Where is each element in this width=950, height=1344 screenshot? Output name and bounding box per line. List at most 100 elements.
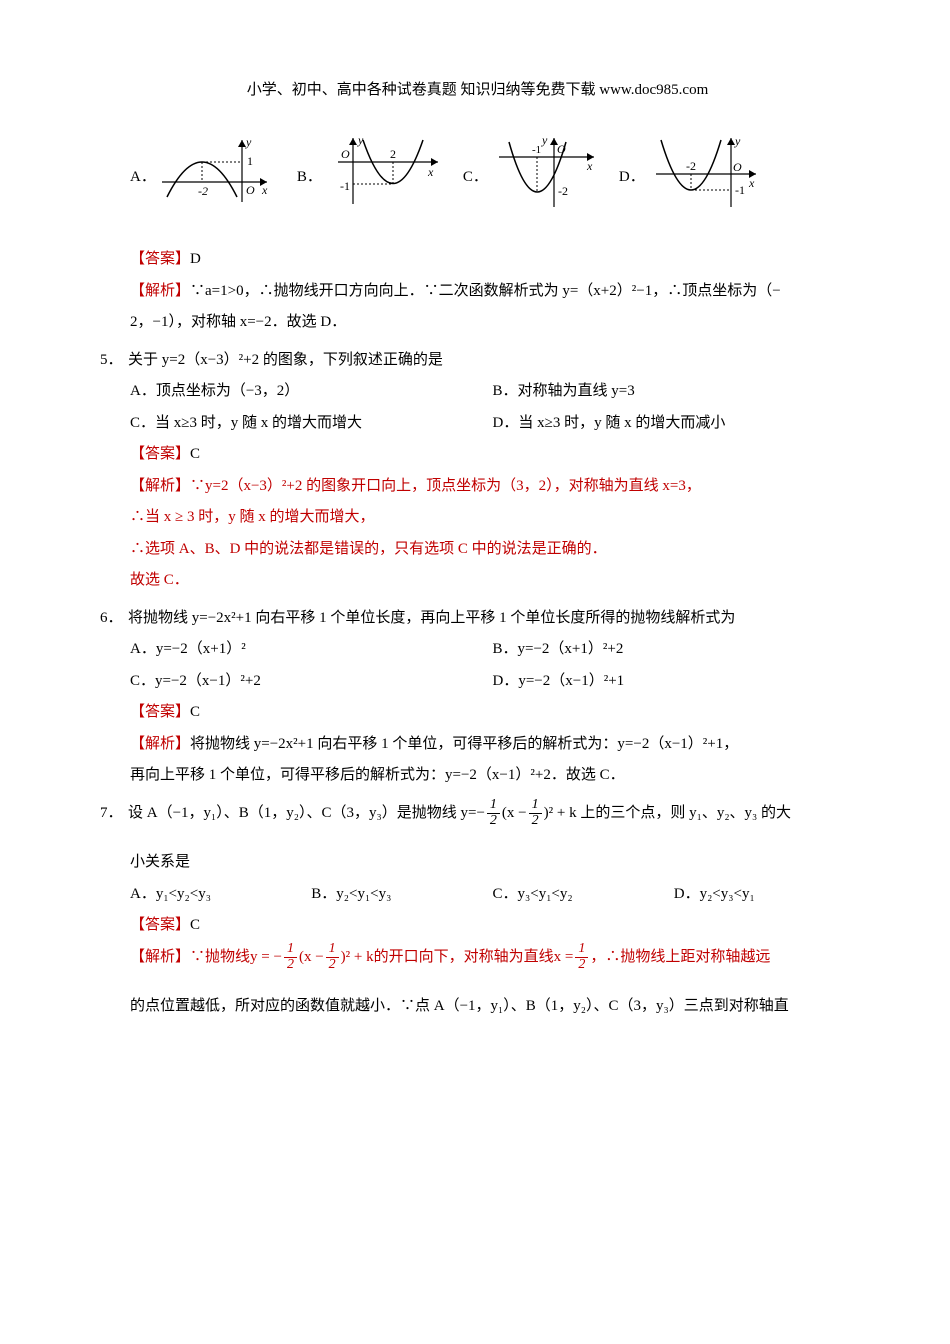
analysis-label: 【解析】 <box>130 478 190 494</box>
option-c: C． -1 -2 O x y <box>463 132 599 225</box>
svg-text:y: y <box>541 133 548 147</box>
svg-text:-1: -1 <box>532 144 541 156</box>
question-7: 7． 设 A（−1，y₁）、B（1，y₂）、C（3，y₃）是抛物线 y=−12(… <box>100 798 855 1023</box>
q6-analysis-1: 【解析】将抛物线 y=−2x²+1 向右平移 1 个单位，可得平移后的解析式为：… <box>100 729 855 761</box>
q5-opt-c: C．当 x≥3 时，y 随 x 的增大而增大 <box>130 408 493 440</box>
q5-ana1: ∵y=2（x−3）²+2 的图象开口向上，顶点坐标为（3，2），对称轴为直线 x… <box>190 478 701 494</box>
option-a: A． -2 1 O x y <box>130 132 277 225</box>
q5-ana4: 故选 C． <box>100 565 855 597</box>
svg-text:y: y <box>357 133 364 147</box>
q7-opt-a: A．y₁<y₂<y₃ <box>130 879 311 911</box>
q7-opt-d: D．y₂<y₃<y₁ <box>674 879 855 911</box>
q7-post: 上的三个点，则 y₁、y₂、y₃ 的大 <box>577 805 791 821</box>
q7-answer: 【答案】C <box>100 910 855 942</box>
q6-opt-c: C．y=−2（x−1）²+2 <box>130 666 493 698</box>
q6-ana1: 将抛物线 y=−2x²+1 向右平移 1 个单位，可得平移后的解析式为：y=−2… <box>190 736 738 752</box>
q7-x-eq: x = <box>554 942 574 974</box>
svg-text:O: O <box>733 160 742 174</box>
q7-ana-mid2: )² + k <box>341 942 374 974</box>
q6-opt-d: D．y=−2（x−1）²+1 <box>493 666 856 698</box>
page-header: 小学、初中、高中各种试卷真题 知识归纳等免费下载 www.doc985.com <box>100 75 855 107</box>
q5-analysis-1: 【解析】∵y=2（x−3）²+2 的图象开口向上，顶点坐标为（3，2），对称轴为… <box>100 471 855 503</box>
svg-text:1: 1 <box>247 154 253 168</box>
q4-graph-options: A． -2 1 O x y B． <box>100 132 855 225</box>
q6-opt-a: A．y=−2（x+1）² <box>130 634 493 666</box>
q7-num: 7． <box>100 798 128 830</box>
q7-opt-c: C．y₃<y₁<y₂ <box>493 879 674 911</box>
q6-opt-b: B．y=−2（x+1）²+2 <box>493 634 856 666</box>
svg-text:O: O <box>341 147 350 161</box>
q5-text: 关于 y=2（x−3）²+2 的图象，下列叙述正确的是 <box>128 345 855 377</box>
svg-text:-1: -1 <box>735 183 745 197</box>
q6-answer-value: C <box>190 704 200 720</box>
q6-text: 将抛物线 y=−2x²+1 向右平移 1 个单位长度，再向上平移 1 个单位长度… <box>128 603 855 635</box>
q4-analysis-l1: ∵a=1>0，∴抛物线开口方向向上．∵二次函数解析式为 y=（x+2）²−1，∴… <box>190 283 781 299</box>
q7-ana-l2: 的点位置越低，所对应的函数值就越小．∵点 A（−1，y₁）、B（1，y₂）、C（… <box>100 991 855 1023</box>
q7-y-eq: y = − <box>250 942 282 974</box>
q5-ana3: ∴选项 A、B、D 中的说法都是错误的，只有选项 C 中的说法是正确的． <box>100 534 855 566</box>
frac-1-2-e: 12 <box>575 942 588 972</box>
frac-1-2-a: 12 <box>487 798 500 828</box>
q4-answer-value: D <box>190 251 201 267</box>
q6-num: 6． <box>100 603 128 635</box>
answer-label: 【答案】 <box>130 251 190 267</box>
graph-d: -2 -1 O x y <box>651 132 761 225</box>
svg-text:x: x <box>261 183 268 197</box>
analysis-label: 【解析】 <box>130 736 190 752</box>
q7-mid2: )² + k <box>544 805 577 821</box>
svg-text:y: y <box>734 134 741 148</box>
q5-opt-a: A．顶点坐标为（−3，2） <box>130 376 493 408</box>
q7-answer-value: C <box>190 917 200 933</box>
q7-ana-post: ，∴抛物线上距对称轴越远 <box>590 942 770 974</box>
option-label-d: D． <box>619 162 645 194</box>
q7-text-line2: 小关系是 <box>100 847 855 879</box>
svg-text:-2: -2 <box>198 184 208 198</box>
q7-ana-mid1: (x − <box>299 942 324 974</box>
answer-label: 【答案】 <box>130 917 190 933</box>
frac-1-2-d: 12 <box>326 942 339 972</box>
q5-ana2: ∴当 x ≥ 3 时，y 随 x 的增大而增大， <box>100 502 855 534</box>
q7-mid1: (x − <box>502 805 527 821</box>
svg-text:y: y <box>245 135 252 149</box>
option-label-b: B． <box>297 162 322 194</box>
answer-label: 【答案】 <box>130 446 190 462</box>
q5-num: 5． <box>100 345 128 377</box>
q6-answer: 【答案】C <box>100 697 855 729</box>
answer-label: 【答案】 <box>130 704 190 720</box>
svg-text:2: 2 <box>390 147 396 161</box>
q7-pre: 设 A（−1，y₁）、B（1，y₂）、C（3，y₃）是抛物线 y=− <box>128 805 485 821</box>
graph-c: -1 -2 O x y <box>494 132 599 225</box>
frac-1-2-c: 12 <box>284 942 297 972</box>
question-6: 6． 将抛物线 y=−2x²+1 向右平移 1 个单位长度，再向上平移 1 个单… <box>100 603 855 792</box>
svg-text:O: O <box>246 183 255 197</box>
q4-answer: 【答案】D <box>100 244 855 276</box>
q7-analysis-1: 【解析】∵抛物线 y = −12(x −12)² + k 的开口向下，对称轴为直… <box>100 942 855 974</box>
svg-text:x: x <box>586 159 593 173</box>
option-b: B． 2 -1 O x y <box>297 132 443 225</box>
frac-1-2-b: 12 <box>529 798 542 828</box>
svg-text:x: x <box>748 176 755 190</box>
q5-opt-d: D．当 x≥3 时，y 随 x 的增大而减小 <box>493 408 856 440</box>
q7-opt-b: B．y₂<y₁<y₃ <box>311 879 492 911</box>
graph-b: 2 -1 O x y <box>328 132 443 225</box>
q5-opt-b: B．对称轴为直线 y=3 <box>493 376 856 408</box>
svg-text:-2: -2 <box>686 159 696 173</box>
graph-a: -2 1 O x y <box>162 132 277 225</box>
svg-text:x: x <box>427 165 434 179</box>
q7-text-line1: 设 A（−1，y₁）、B（1，y₂）、C（3，y₃）是抛物线 y=−12(x −… <box>128 798 855 830</box>
svg-text:-1: -1 <box>340 179 350 193</box>
analysis-label: 【解析】 <box>130 942 190 974</box>
q7-ana-mid3: 的开口向下，对称轴为直线 <box>374 942 554 974</box>
option-label-a: A． <box>130 162 156 194</box>
q5-answer-value: C <box>190 446 200 462</box>
q4-analysis-l2: 2，−1），对称轴 x=−2．故选 D． <box>100 307 855 339</box>
q4-analysis: 【解析】∵a=1>0，∴抛物线开口方向向上．∵二次函数解析式为 y=（x+2）²… <box>100 276 855 308</box>
svg-text:-2: -2 <box>558 184 568 198</box>
q5-answer: 【答案】C <box>100 439 855 471</box>
question-5: 5． 关于 y=2（x−3）²+2 的图象，下列叙述正确的是 A．顶点坐标为（−… <box>100 345 855 597</box>
q7-ana-pre: ∵抛物线 <box>190 942 250 974</box>
q6-ana2: 再向上平移 1 个单位，可得平移后的解析式为：y=−2（x−1）²+2．故选 C… <box>100 760 855 792</box>
analysis-label: 【解析】 <box>130 283 190 299</box>
option-label-c: C． <box>463 162 488 194</box>
svg-text:O: O <box>557 142 566 156</box>
